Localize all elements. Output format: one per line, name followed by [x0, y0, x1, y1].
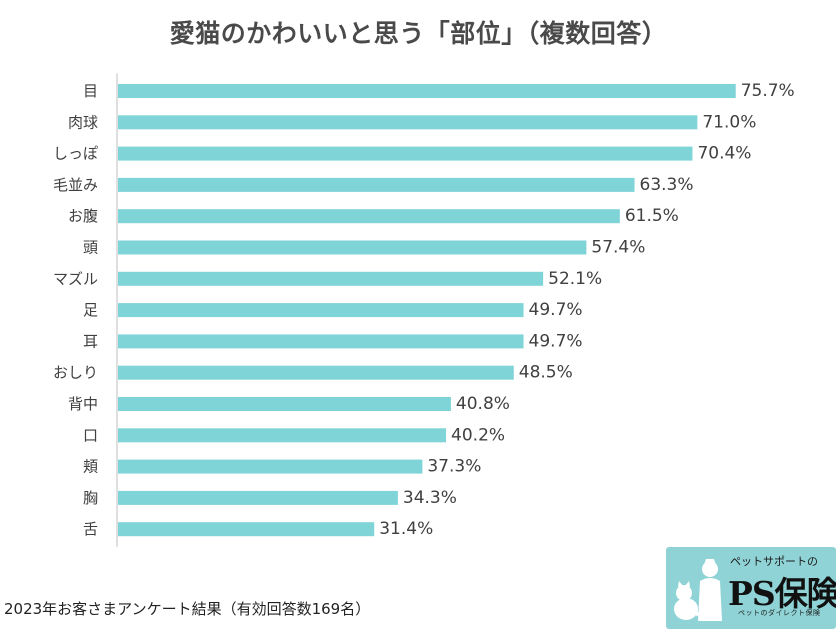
category-label: 背中	[68, 395, 98, 413]
bar	[118, 271, 544, 286]
category-label: おしり	[53, 364, 98, 382]
value-label: 31.4%	[379, 519, 433, 539]
bar	[118, 459, 423, 474]
value-label: 61.5%	[625, 206, 679, 226]
bar	[118, 522, 375, 537]
chart-title: 愛猫のかわいいと思う「部位」（複数回答）	[169, 19, 668, 48]
value-label: 37.3%	[427, 457, 481, 477]
bar	[118, 209, 620, 224]
category-label: 舌	[83, 520, 98, 538]
ps-insurance-logo[interactable]: ペットサポートの PS保険 ペットのダイレクト保険	[666, 547, 836, 629]
value-label: 40.8%	[456, 394, 510, 414]
pet-silhouette-icon	[674, 559, 722, 621]
survey-footnote: 2023年お客さまアンケート結果（有効回答数169名）	[4, 600, 371, 618]
bar	[118, 365, 514, 380]
value-label: 75.7%	[741, 81, 795, 101]
bar	[118, 240, 587, 255]
value-label: 48.5%	[519, 363, 573, 383]
logo-wordmark: PS保険	[728, 574, 836, 613]
logo-subtitle: ペットのダイレクト保険	[738, 609, 821, 617]
bar	[118, 303, 524, 318]
value-label: 34.3%	[403, 488, 457, 508]
category-label: 頭	[83, 239, 98, 257]
category-label: 目	[83, 82, 98, 100]
bar	[118, 146, 693, 161]
bar	[118, 428, 447, 443]
bar	[118, 490, 398, 505]
bar	[118, 397, 451, 411]
category-label: 肉球	[68, 113, 98, 131]
category-label: マズル	[53, 270, 98, 288]
category-label: しっぽ	[53, 145, 98, 163]
value-label: 63.3%	[640, 175, 694, 195]
value-label: 70.4%	[697, 144, 751, 164]
category-label: 足	[83, 301, 98, 319]
bar	[118, 177, 635, 192]
value-label: 49.7%	[529, 300, 583, 320]
bar	[118, 84, 736, 98]
value-label: 40.2%	[451, 425, 505, 445]
category-label: 頬	[83, 458, 98, 476]
bar	[118, 334, 524, 349]
category-label: 耳	[83, 332, 98, 350]
logo-tagline: ペットサポートの	[730, 555, 818, 568]
value-label: 52.1%	[548, 269, 602, 289]
category-label: 胸	[83, 489, 98, 507]
value-label: 71.0%	[702, 112, 756, 132]
value-label: 57.4%	[591, 238, 645, 258]
bar	[118, 115, 698, 130]
category-label: 毛並み	[53, 176, 98, 194]
value-label: 49.7%	[529, 331, 583, 351]
category-label: 口	[83, 426, 98, 444]
bar-chart: 目 75.7% 肉球 71.0% しっぽ 70.4% 毛並み 63.3% お腹 61.5% 頭 57.…	[53, 73, 795, 547]
category-label: お腹	[68, 207, 98, 225]
